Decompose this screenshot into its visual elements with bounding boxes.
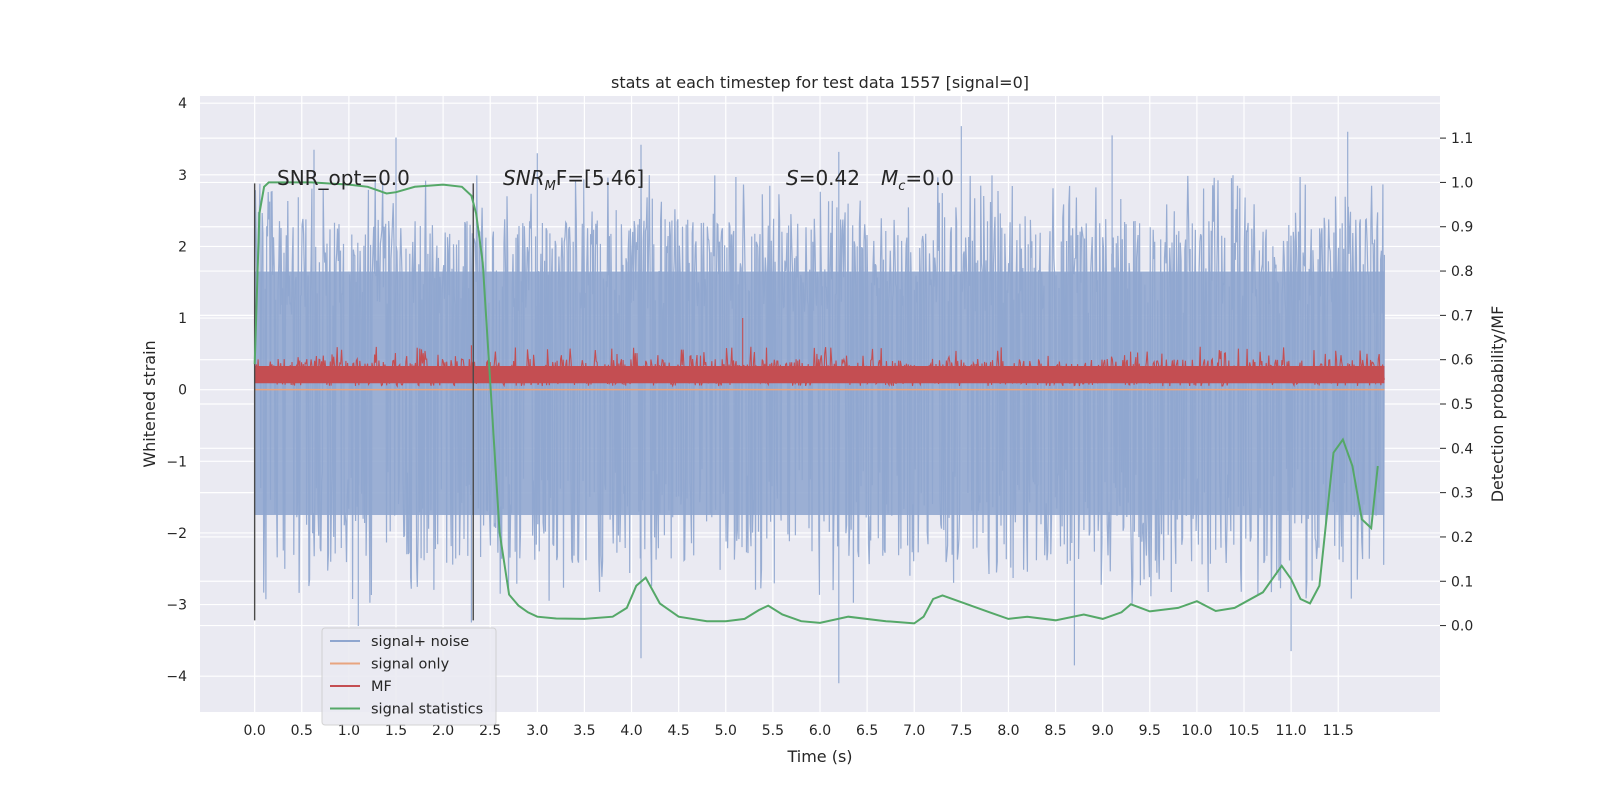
x-tick-label: 2.0 xyxy=(432,723,454,739)
series-mf-band xyxy=(254,366,1385,384)
y-tick-label: 1 xyxy=(178,311,187,327)
x-tick-label: 11.5 xyxy=(1323,723,1354,739)
annotation-snr-opt: SNR_opt=0.0 xyxy=(277,166,410,190)
x-tick-label: 1.5 xyxy=(385,723,407,739)
y-axis-label: Whitened strain xyxy=(140,340,159,467)
y-tick-label: −3 xyxy=(166,598,187,614)
x-axis-label: Time (s) xyxy=(786,747,852,766)
right-y-axis-label: Detection probability/MF xyxy=(1488,306,1507,503)
x-tick-label: 9.5 xyxy=(1139,723,1161,739)
x-tick-label: 2.5 xyxy=(479,723,501,739)
annotation-s-value: =0.42 xyxy=(799,166,860,190)
right-y-tick-label: 0.8 xyxy=(1451,264,1473,280)
x-tick-label: 10.0 xyxy=(1181,723,1212,739)
y-axis-ticks: −4 −3 −2 −1 0 1 2 3 4 xyxy=(166,96,187,685)
y-tick-label: 4 xyxy=(178,96,187,112)
right-y-tick-label: 0.4 xyxy=(1451,441,1473,457)
legend-label-mf: MF xyxy=(371,679,392,695)
legend-label-signal-statistics: signal statistics xyxy=(371,702,483,718)
y-tick-label: 3 xyxy=(178,168,187,184)
annotation-snr-mf-rest: F=[5.46] xyxy=(556,166,644,190)
x-tick-label: 3.5 xyxy=(573,723,595,739)
annotation-s-symbol: S xyxy=(786,166,799,190)
chart-title: stats at each timestep for test data 155… xyxy=(611,73,1029,92)
y-tick-label: 0 xyxy=(178,383,187,399)
annotation-s: S=0.42 xyxy=(786,166,860,190)
x-tick-label: 0.0 xyxy=(244,723,266,739)
legend: signal+ noise signal only MF signal statist… xyxy=(321,627,497,726)
x-tick-label: 7.5 xyxy=(950,723,972,739)
annotation-snr-mf: SNRMF=[5.46] xyxy=(503,166,644,194)
x-tick-label: 9.0 xyxy=(1092,723,1114,739)
right-y-tick-label: 0.3 xyxy=(1451,486,1473,502)
x-tick-label: 4.0 xyxy=(620,723,642,739)
y-tick-label: 2 xyxy=(178,239,187,255)
legend-label-signal-only: signal only xyxy=(371,657,450,673)
right-y-tick-label: 0.5 xyxy=(1451,397,1473,413)
annotation-mc-sub: c xyxy=(898,179,905,194)
right-y-tick-label: 0.7 xyxy=(1451,308,1473,324)
y-tick-label: −2 xyxy=(166,526,187,542)
series-signal-noise-band xyxy=(254,271,1385,516)
x-tick-label: 7.0 xyxy=(903,723,925,739)
annotation-snr-mf-main: SNR xyxy=(503,166,545,190)
annotation-mc-value: =0.0 xyxy=(905,166,954,190)
y-tick-label: −1 xyxy=(166,454,187,470)
right-y-tick-label: 0.9 xyxy=(1451,220,1473,236)
series-signal-statistics-line xyxy=(253,181,1379,625)
right-y-axis-ticks: 0.0 0.1 0.2 0.3 0.4 0.5 0.6 0.7 0.8 0.9 1.0 1.1 xyxy=(1440,131,1473,635)
annotation-mc-symbol: M xyxy=(881,166,898,190)
annotation-mc: Mc=0.0 xyxy=(881,166,954,194)
series-layer xyxy=(253,126,1385,684)
right-y-tick-label: 0.2 xyxy=(1451,530,1473,546)
x-tick-label: 4.5 xyxy=(668,723,690,739)
x-tick-label: 8.0 xyxy=(997,723,1019,739)
x-tick-label: 8.5 xyxy=(1044,723,1066,739)
x-tick-label: 5.0 xyxy=(715,723,737,739)
x-tick-label: 6.5 xyxy=(856,723,878,739)
annotation-snr-mf-sub: M xyxy=(545,179,556,194)
x-tick-label: 6.0 xyxy=(809,723,831,739)
x-tick-label: 10.5 xyxy=(1228,723,1259,739)
x-tick-label: 5.5 xyxy=(762,723,784,739)
right-y-tick-label: 1.0 xyxy=(1451,175,1473,191)
y-tick-label: −4 xyxy=(166,669,187,685)
annotations: SNR_opt=0.0 SNRMF=[5.46] S=0.42 Mc=0.0 xyxy=(277,166,954,194)
legend-box xyxy=(321,627,497,726)
x-tick-label: 3.0 xyxy=(526,723,548,739)
x-tick-label: 1.0 xyxy=(338,723,360,739)
right-y-tick-label: 0.1 xyxy=(1451,574,1473,590)
legend-label-signal-noise: signal+ noise xyxy=(371,634,469,650)
x-tick-label: 0.5 xyxy=(291,723,313,739)
x-axis-ticks: 0.0 0.5 1.0 1.5 2.0 2.5 3.0 3.5 4.0 4.5 5.0 5.5 6.0 6… xyxy=(244,723,1354,739)
right-y-tick-label: 0.0 xyxy=(1451,619,1473,635)
x-tick-label: 11.0 xyxy=(1276,723,1307,739)
right-y-tick-label: 0.6 xyxy=(1451,353,1473,369)
right-y-tick-label: 1.1 xyxy=(1451,131,1473,147)
